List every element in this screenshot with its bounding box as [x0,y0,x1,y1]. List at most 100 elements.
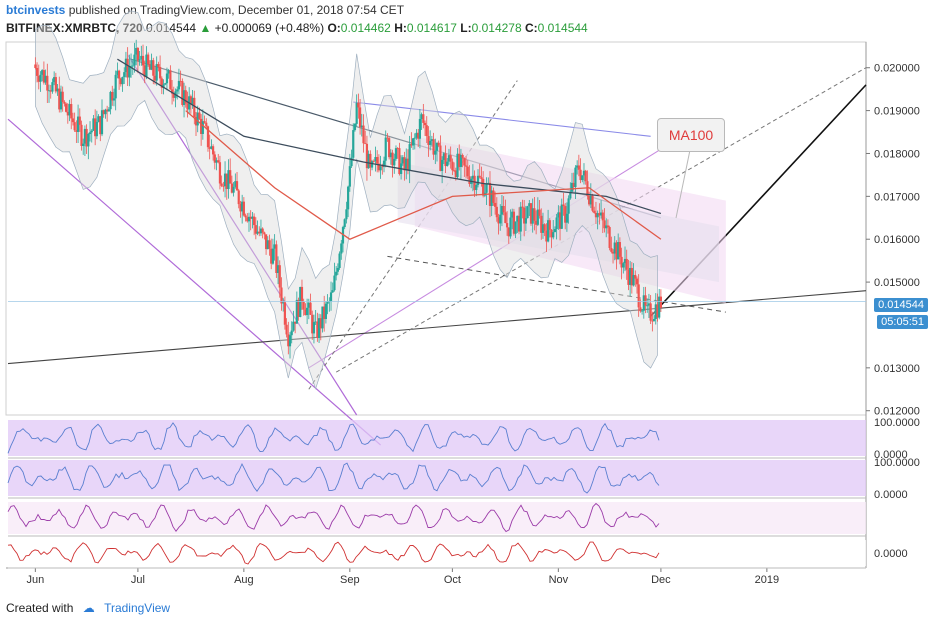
indicator-pane-2 [8,502,866,534]
candle-body-283 [517,215,521,232]
candle-body-314 [570,182,574,192]
candle-body-48 [116,70,119,75]
candle-body-45 [111,91,114,101]
candle-body-343 [620,256,623,268]
tradingview-link[interactable]: TradingView [104,601,171,615]
symbol-label: BITFINEX:XMRBTC, 720 [6,21,143,35]
candle-body-270 [495,206,498,218]
candle-body-358 [646,305,649,307]
x-tick-label-3: Sep [340,574,360,586]
trendline-0 [7,118,381,446]
candle-body-44 [109,91,112,110]
candle-body-56 [129,65,133,67]
candle-body-257 [473,175,476,191]
candle-body-291 [531,208,534,224]
candle-body-240 [444,153,447,167]
candle-body-318 [577,165,580,170]
candle-body-350 [632,274,635,286]
candle-body-259 [476,175,480,186]
candle-body-254 [468,176,471,184]
candle-body-10 [51,82,54,92]
candle-body-144 [280,287,283,304]
candle-body-88 [184,90,187,104]
trendline-1 [127,54,358,416]
candle-body-161 [309,302,312,315]
low-label: L: [460,21,472,35]
candle-body-222 [413,137,416,139]
candle-body-164 [314,321,317,323]
candle-body-64 [143,65,146,78]
candle-body-40 [102,110,105,115]
x-tick-label-5: Nov [549,574,569,586]
candle-body-225 [418,118,422,139]
candle-body-59 [135,47,138,55]
candle-body-106 [215,160,218,163]
y-tick-label-3: 0.017000 [874,191,920,203]
candle-body-252 [464,165,468,167]
candle-body-317 [576,165,579,168]
candle-body-38 [99,116,102,135]
candle-body-339 [613,242,616,254]
candle-body-230 [427,136,430,145]
candle-body-19 [66,111,69,116]
candle-body-159 [306,307,309,316]
candle-body-301 [548,220,551,230]
candle-body-66 [147,54,150,65]
candle-body-355 [640,310,644,312]
candle-body-36 [95,121,98,137]
candle-body-153 [295,299,298,324]
candle-body-139 [271,248,275,264]
candle-body-275 [504,212,507,224]
candle-body-111 [223,173,227,187]
published-text: published on TradingView.com, December 0… [68,3,405,17]
candle-body-294 [536,209,539,225]
candle-body-195 [367,153,370,169]
candle-body-29 [83,128,87,144]
x-tick-label-2: Aug [234,574,254,586]
candle-body-61 [138,59,141,61]
ma100-callout[interactable]: MA100 [657,118,725,152]
candle-body-87 [182,90,186,105]
candle-body-233 [432,139,435,155]
candle-body-228 [423,122,427,126]
candle-body-280 [512,211,516,234]
author-link[interactable]: btcinvests [6,3,66,17]
candle-body-187 [353,123,357,131]
candle-body-221 [411,138,415,146]
candle-body-98 [201,121,204,134]
candle-body-308 [560,204,563,229]
candle-body-246 [454,170,457,178]
candle-body-34 [92,118,95,131]
candle-body-73 [159,66,162,79]
candle-body-63 [141,55,145,66]
candle-body-171 [326,301,329,304]
candle-body-357 [644,295,647,306]
candle-body-112 [225,173,228,189]
candle-body-323 [586,181,589,196]
candle-body-28 [82,143,85,146]
candle-body-133 [261,228,264,233]
candle-body-156 [300,286,304,302]
candle-body-145 [282,302,285,304]
candle-body-344 [622,263,625,268]
candle-body-75 [162,84,165,88]
indicator-line-3 [7,541,660,565]
candle-body-337 [610,247,613,252]
candle-body-176 [335,271,338,276]
candle-body-324 [588,195,591,205]
candle-body-342 [618,242,621,257]
candle-body-273 [500,205,504,215]
candle-body-269 [494,202,497,207]
candle-body-125 [247,216,251,222]
candle-body-129 [254,225,257,234]
candle-body-2 [37,75,40,82]
candle-body-326 [591,195,594,211]
candle-body-333 [603,220,606,229]
candle-body-46 [112,98,116,101]
candle-body-123 [244,215,247,218]
candle-body-361 [651,320,654,322]
candle-body-204 [382,160,386,167]
candle-body-231 [429,140,432,145]
candle-body-213 [398,148,401,175]
